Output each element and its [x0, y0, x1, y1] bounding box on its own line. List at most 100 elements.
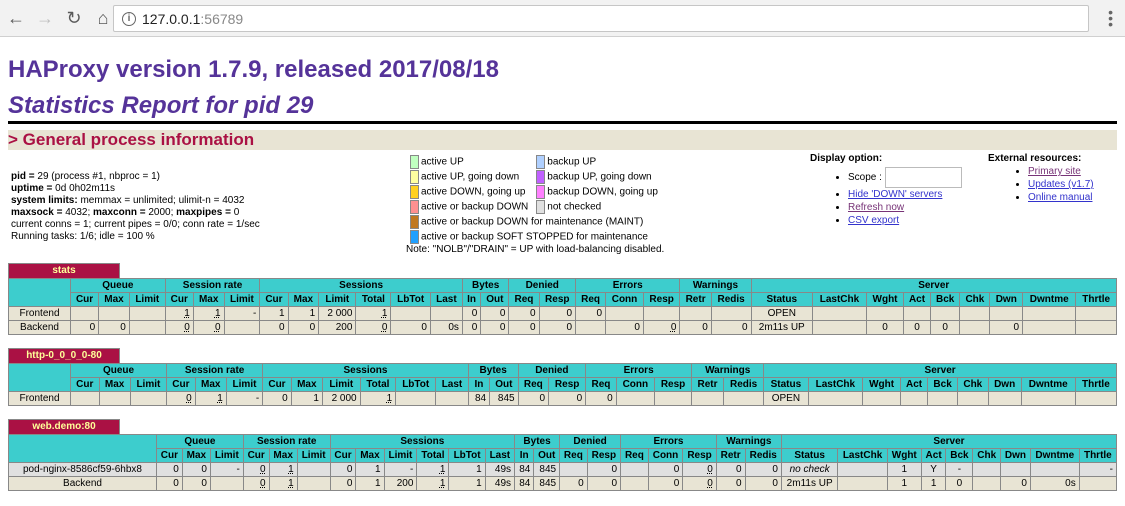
- cell: 0s: [1029, 476, 1080, 491]
- table-row: pod-nginx-8586cf59-6hbx8 0 0-0 1 0 1-1 1 49s 84 8…: [8, 462, 1118, 477]
- name-header: [8, 434, 157, 463]
- column-header: Max: [194, 377, 227, 392]
- cell: 0: [647, 462, 684, 477]
- column-header: Cur: [259, 292, 289, 307]
- column-header: Dwn: [999, 448, 1031, 463]
- group-header: Sessions: [262, 363, 469, 378]
- cell: [390, 306, 431, 321]
- legend-swatch: [536, 199, 546, 214]
- table-row: Backend 0 0 0 1 0 1 200 1 1 49s 84 845 0 0 0 0 0 0 2m11s UP…: [8, 476, 1118, 491]
- column-header: LbTot: [448, 448, 486, 463]
- forward-arrow-icon[interactable]: →: [36, 7, 54, 28]
- home-icon[interactable]: ⌂: [97, 7, 109, 28]
- uptime-label: uptime =: [11, 183, 53, 194]
- column-header: Limit: [129, 377, 168, 392]
- cell: 2 000: [321, 391, 361, 406]
- limits-label: system limits:: [11, 195, 78, 206]
- column-header: Cur: [70, 377, 100, 392]
- proxy-name[interactable]: http-0_0_0_0-80: [8, 348, 120, 363]
- reload-icon[interactable]: ↻: [66, 7, 82, 28]
- column-header: Max: [98, 292, 130, 307]
- column-header: Cur: [156, 448, 183, 463]
- legend-label: active UP, going down: [421, 171, 520, 183]
- page-title: HAProxy version 1.7.9, released 2017/08/…: [8, 56, 499, 83]
- cell: 2m11s UP: [750, 320, 814, 335]
- kebab-menu-icon[interactable]: • • •: [1108, 4, 1113, 32]
- legend-label: active or backup DOWN: [421, 201, 529, 213]
- cell: [98, 391, 131, 406]
- row-label[interactable]: Backend: [8, 320, 71, 335]
- updates-link[interactable]: Updates (v1.7): [1028, 179, 1094, 190]
- column-header: Cur: [166, 377, 196, 392]
- legend-swatch: [410, 169, 419, 184]
- online-manual-link[interactable]: Online manual: [1028, 192, 1093, 203]
- cell: -: [1078, 462, 1118, 477]
- column-header: Max: [181, 448, 211, 463]
- group-header: Server: [780, 434, 1118, 449]
- proxy-name[interactable]: web.demo:80: [8, 419, 120, 434]
- column-header: Out: [489, 377, 519, 392]
- legend-swatch: [410, 214, 419, 229]
- cell: [129, 391, 168, 406]
- cell: 2m11s UP: [780, 476, 839, 491]
- cell: 0: [508, 306, 540, 321]
- column-header: Bck: [927, 377, 959, 392]
- info-icon[interactable]: i: [122, 11, 136, 26]
- legend-swatch: [410, 199, 419, 214]
- cell: 1: [164, 306, 194, 321]
- maxconn-label: maxconn =: [93, 207, 146, 218]
- cell: 845: [533, 462, 561, 477]
- column-header: Act: [920, 448, 947, 463]
- cell: 1: [355, 306, 392, 321]
- row-label[interactable]: Frontend: [8, 391, 71, 406]
- back-arrow-icon[interactable]: ←: [7, 7, 25, 28]
- row-label[interactable]: Frontend: [8, 306, 71, 321]
- cell: 0: [945, 476, 974, 491]
- cell: [209, 476, 244, 491]
- primary-site-link[interactable]: Primary site: [1028, 166, 1081, 177]
- group-header: Sessions: [259, 278, 463, 293]
- group-header: Queue: [69, 363, 168, 378]
- column-header: Retr: [679, 292, 712, 307]
- cell: [959, 320, 991, 335]
- legend-label: backup UP, going down: [547, 171, 652, 183]
- cell: 0: [538, 306, 577, 321]
- proxy-name[interactable]: stats: [8, 263, 120, 278]
- column-header: In: [467, 377, 491, 392]
- cell: [807, 391, 864, 406]
- column-header: Act: [903, 292, 931, 307]
- csv-export-link[interactable]: CSV export: [848, 215, 900, 226]
- row-label[interactable]: pod-nginx-8586cf59-6hbx8: [8, 462, 157, 477]
- table-row: Frontend 0 1-0 1 2 000 1 84 845 0 0 0 OPEN: [8, 391, 1118, 406]
- cell: 200: [318, 320, 357, 335]
- column-header: Req: [575, 292, 607, 307]
- cell: [722, 391, 765, 406]
- cell: [679, 306, 712, 321]
- cell: 0: [710, 320, 752, 335]
- hide-down-servers-link[interactable]: Hide 'DOWN' servers: [848, 189, 943, 200]
- cell: 0: [586, 476, 622, 491]
- scope-input[interactable]: [884, 167, 962, 188]
- refresh-now-link[interactable]: Refresh now: [848, 202, 905, 213]
- cell: 0: [242, 476, 270, 491]
- cell: 0: [69, 320, 100, 335]
- cell: OPEN: [750, 306, 814, 321]
- column-header: Cur: [242, 448, 270, 463]
- column-header: Retr: [691, 377, 724, 392]
- cell: 0: [259, 320, 289, 335]
- address-bar[interactable]: i 127.0.0.1:56789: [113, 5, 1089, 32]
- row-label[interactable]: Backend: [8, 476, 157, 491]
- cell: 0: [575, 306, 607, 321]
- column-header: Thrtle: [1074, 377, 1118, 392]
- cell: [128, 306, 166, 321]
- column-header: Conn: [647, 448, 684, 463]
- cell: 0: [605, 320, 644, 335]
- url-host: 127.0.0.1: [142, 10, 201, 27]
- external-resources: External resources: Primary site Updates…: [988, 153, 1094, 204]
- cell: 0: [329, 476, 357, 491]
- cell: 0: [181, 462, 211, 477]
- column-header: Limit: [296, 448, 331, 463]
- column-header: Status: [763, 377, 809, 392]
- process-info: pid = 29 (process #1, nbproc = 1) uptime…: [11, 171, 260, 243]
- cell: 0: [682, 476, 717, 491]
